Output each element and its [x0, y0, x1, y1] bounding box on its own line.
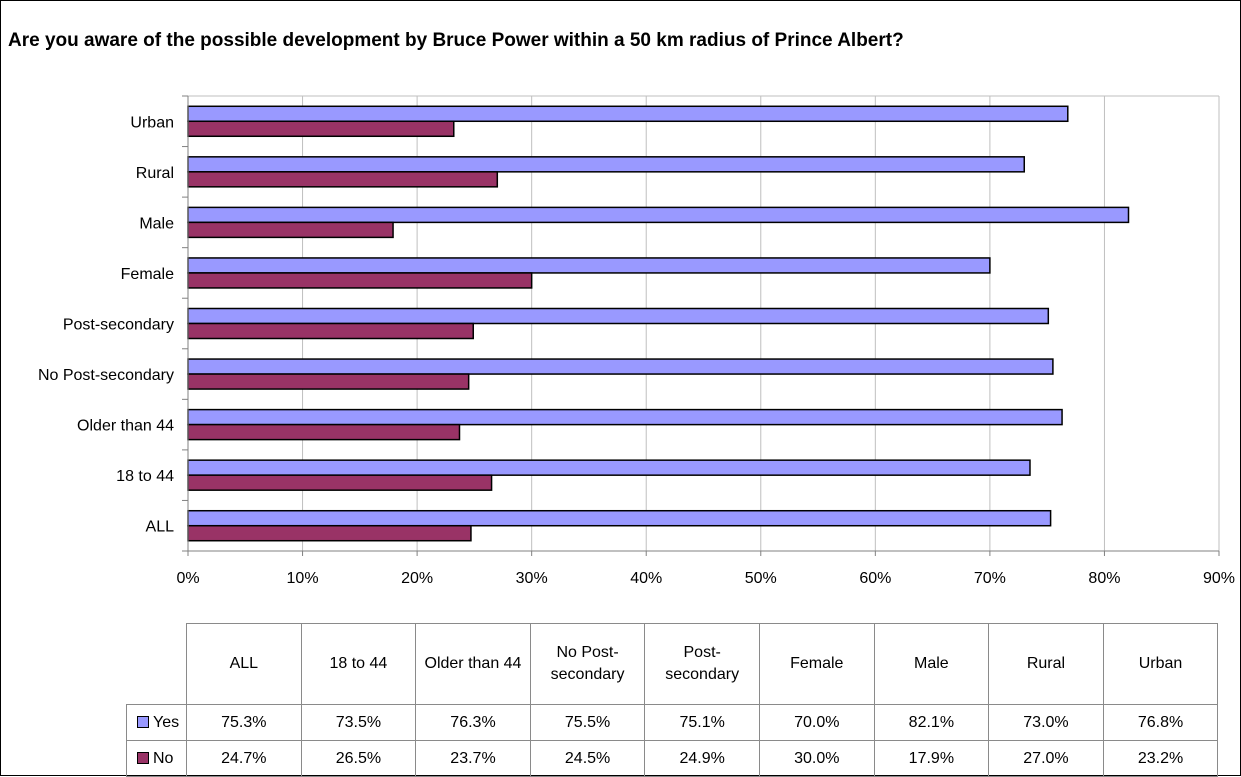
x-tick-label: 60%: [859, 570, 891, 587]
y-category-label: Female: [121, 266, 174, 283]
legend-label: Yes: [153, 713, 180, 731]
table-column-header: 18 to 44: [300, 623, 417, 705]
table-column-header: Post-secondary: [644, 623, 760, 705]
table-cell: 26.5%: [300, 740, 417, 777]
bar-no: [187, 474, 493, 491]
legend-key-icon: [137, 715, 149, 728]
table-cell: 75.5%: [529, 704, 646, 741]
table-cell: 70.0%: [758, 704, 875, 741]
table-cell: 73.5%: [300, 704, 417, 741]
table-cell: 82.1%: [873, 704, 990, 741]
chart-title: Are you aware of the possible developmen…: [8, 30, 904, 51]
bar-no: [187, 120, 455, 138]
table-cell: 23.7%: [415, 740, 531, 777]
table-column-header: Older than 44: [415, 623, 531, 705]
table-row: No 24.7% 26.5% 23.7% 24.5% 24.9% 30.0% 17.9% 27.…: [126, 740, 1219, 777]
table-cell: 73.0%: [988, 704, 1104, 741]
data-table: ALL 18 to 44 Older than 44 No Post-secondar…: [126, 623, 1219, 777]
y-category-label: Rural: [136, 165, 174, 182]
y-category-label: ALL: [146, 519, 175, 536]
bars: [187, 105, 1130, 542]
table-column-header: Rural: [988, 623, 1104, 705]
x-tick-label: 20%: [401, 570, 433, 587]
y-category-label: No Post-secondary: [38, 367, 174, 384]
table-cell: 24.9%: [644, 740, 760, 777]
bar-no: [187, 373, 470, 390]
axes: [182, 95, 1220, 556]
table-cell: 23.2%: [1102, 740, 1219, 777]
bar-yes: [187, 206, 1130, 224]
bar-yes: [187, 156, 1026, 173]
x-tick-label: 0%: [176, 570, 199, 587]
x-tick-label: 80%: [1088, 570, 1120, 587]
table-cell: 75.1%: [644, 704, 760, 741]
bar-yes: [187, 105, 1069, 123]
y-category-label: Male: [139, 215, 174, 232]
bar-no: [187, 272, 533, 289]
axis-labels: 0% 10% 20% 30% 40% 50% 60% 70% 80% 90% ALL 18 to 44…: [38, 114, 1235, 587]
legend-label: No: [153, 749, 174, 767]
bar-no: [187, 423, 461, 441]
table-cell: 27.0%: [988, 740, 1104, 777]
x-tick-label: 40%: [630, 570, 662, 587]
bar-no: [187, 221, 394, 239]
bar-no: [187, 171, 499, 188]
table-cell: 76.3%: [415, 704, 531, 741]
legend-entry-no: No: [126, 740, 187, 777]
bar-yes: [187, 257, 991, 274]
y-category-label: 18 to 44: [116, 468, 174, 485]
table-column-header: Male: [873, 623, 990, 705]
y-category-label: Older than 44: [77, 418, 174, 435]
table-column-header: Female: [758, 623, 875, 705]
bar-yes: [187, 459, 1031, 476]
table-column-header: No Post-secondary: [529, 623, 646, 705]
table-row: Yes 75.3% 73.5% 76.3% 75.5% 75.1% 70.0% 82.1% 73…: [126, 704, 1219, 741]
x-tick-label: 10%: [287, 570, 319, 587]
bar-yes: [187, 408, 1063, 426]
legend-entry-yes: Yes: [126, 704, 187, 741]
table-column-header: Urban: [1102, 623, 1219, 705]
y-category-label: Post-secondary: [63, 317, 174, 334]
x-tick-label: 30%: [516, 570, 548, 587]
table-column-header: ALL: [186, 623, 302, 705]
legend-key-icon: [137, 751, 149, 764]
table-corner: [126, 623, 187, 705]
x-tick-label: 70%: [974, 570, 1006, 587]
x-tick-label: 50%: [745, 570, 777, 587]
bar-yes: [187, 358, 1054, 375]
table-cell: 24.5%: [529, 740, 646, 777]
table-cell: 17.9%: [873, 740, 990, 777]
y-category-label: Urban: [130, 114, 174, 131]
table-cell: 76.8%: [1102, 704, 1219, 741]
bar-no: [187, 524, 472, 542]
bar-yes: [187, 307, 1050, 325]
table-header-row: ALL 18 to 44 Older than 44 No Post-secondar…: [126, 623, 1219, 705]
table-cell: 75.3%: [186, 704, 302, 741]
table-cell: 24.7%: [186, 740, 302, 777]
bar-no: [187, 322, 474, 340]
x-tick-label: 90%: [1203, 570, 1235, 587]
table-cell: 30.0%: [758, 740, 875, 777]
bar-yes: [187, 509, 1052, 527]
